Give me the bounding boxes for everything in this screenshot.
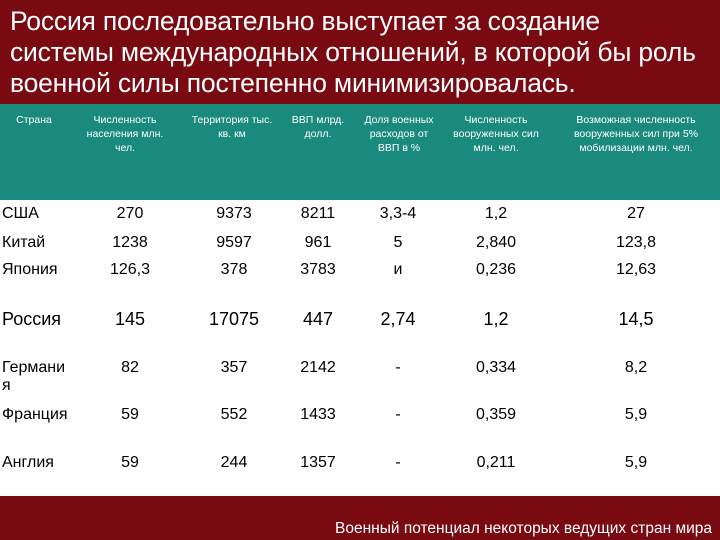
territory-cell: 378 (220, 261, 248, 278)
military-share-cell: - (395, 406, 401, 423)
armed-forces-cell: 1,2 (484, 205, 508, 222)
armed-forces-cell: 0,236 (475, 261, 517, 278)
mobilization-cell: 5,9 (624, 454, 648, 471)
country-cell: Германи я (2, 359, 66, 394)
military-share-cell: 3,3-4 (379, 205, 417, 222)
population-cell: 1238 (112, 234, 148, 251)
military-share-cell: - (395, 454, 401, 471)
table-caption: Военный потенциал некоторых ведущих стра… (335, 520, 712, 537)
armed-forces-cell: 1,2 (483, 309, 509, 329)
footer-bar (0, 496, 720, 540)
territory-cell: 9597 (216, 234, 252, 251)
gdp-cell: 1357 (300, 454, 336, 471)
header-territory: Территория тыс. кв. км (191, 114, 273, 140)
mobilization-cell: 123,8 (615, 234, 657, 251)
population-cell: 145 (114, 309, 146, 329)
territory-cell: 17075 (208, 309, 260, 329)
header-population: Численность населения млн. чел. (86, 114, 164, 154)
population-cell: 270 (116, 205, 144, 222)
territory-cell: 552 (220, 406, 248, 423)
header-country: Страна (16, 114, 52, 126)
military-share-cell: - (395, 359, 401, 376)
country-cell: США (2, 205, 39, 222)
header-armed-forces: Численность вооруженных сил млн. чел. (453, 114, 539, 154)
header-gdp: ВВП млрд. долл. (291, 114, 345, 140)
armed-forces-cell: 2,840 (475, 234, 517, 251)
data-table: Страна Численность населения млн. чел. Т… (0, 104, 720, 496)
military-share-cell: 5 (393, 234, 403, 251)
armed-forces-cell: 0,211 (476, 454, 516, 471)
gdp-cell: 1433 (300, 406, 336, 423)
territory-cell: 9373 (216, 205, 252, 222)
military-share-cell: 2,74 (380, 309, 416, 329)
gdp-cell: 447 (302, 309, 334, 329)
gdp-cell: 2142 (300, 359, 336, 376)
gdp-cell: 3783 (300, 261, 336, 278)
armed-forces-cell: 0,334 (475, 359, 517, 376)
header-mobilization: Возможная численность вооруженных сил пр… (573, 114, 699, 154)
population-cell: 126,3 (109, 261, 151, 278)
mobilization-cell: 14,5 (618, 309, 654, 329)
mobilization-cell: 12,63 (615, 261, 657, 278)
territory-cell: 244 (220, 454, 248, 471)
territory-cell: 357 (220, 359, 248, 376)
population-cell: 82 (121, 359, 139, 376)
country-cell: Китай (2, 234, 46, 251)
country-cell: Япония (2, 261, 58, 278)
mobilization-cell: 27 (627, 205, 645, 222)
mobilization-cell: 5,9 (624, 406, 648, 423)
gdp-cell: 8211 (300, 205, 336, 222)
header-military-share: Доля военных расходов от ВВП в % (364, 114, 434, 154)
country-cell: Франция (2, 406, 68, 423)
armed-forces-cell: 0,359 (475, 406, 517, 423)
population-cell: 59 (121, 406, 139, 423)
mobilization-cell: 8,2 (624, 359, 648, 376)
country-cell: Англия (2, 454, 54, 471)
table-header: Страна Численность населения млн. чел. Т… (0, 104, 720, 200)
population-cell: 59 (121, 454, 139, 471)
military-share-cell: и (393, 261, 403, 278)
gdp-cell: 961 (304, 234, 332, 251)
country-cell: Россия (2, 309, 62, 329)
slide-title: Россия последовательно выступает за созд… (10, 6, 696, 98)
